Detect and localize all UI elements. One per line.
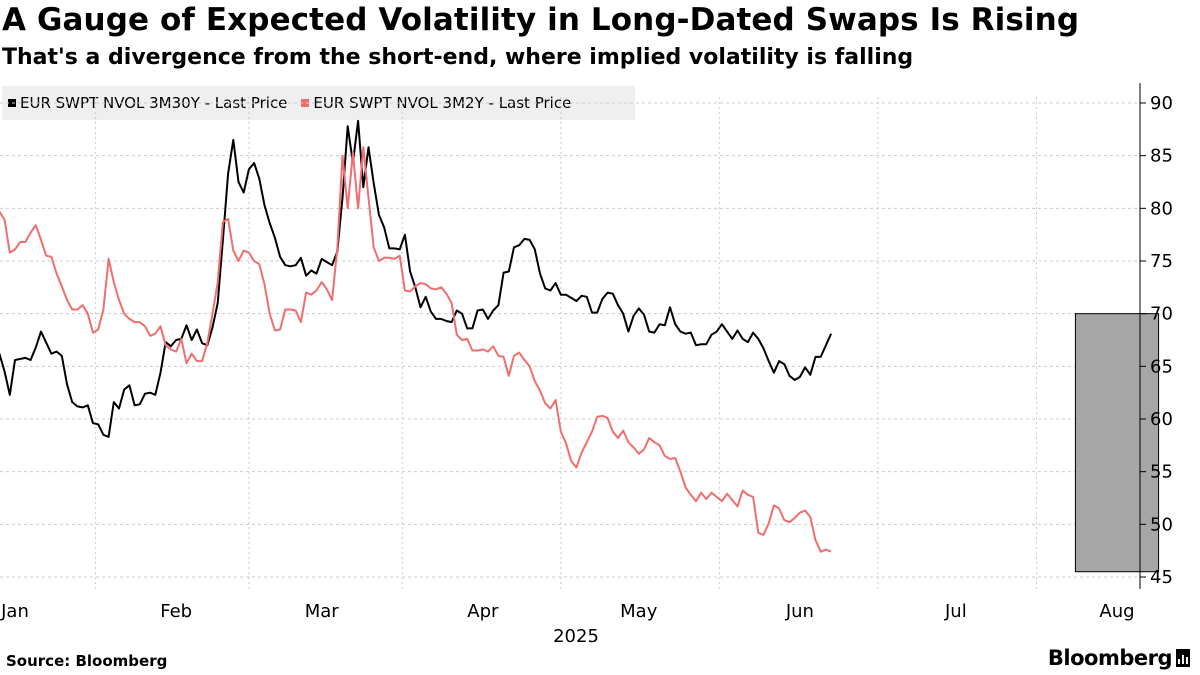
legend-item-short: EUR SWPT NVOL 3M2Y - Last Price [301, 94, 571, 112]
y-tick-label-90: 90 [1150, 93, 1173, 114]
line-chart: 45 50 55 60 65 70 75 80 85 90 Jan Feb Mar Apr May Jun Ju… [0, 83, 1173, 647]
y-tick-label-80: 80 [1150, 198, 1173, 219]
brand-name: Bloomberg [1047, 646, 1173, 670]
bloomberg-logo: Bloomberg [1048, 646, 1190, 670]
y-tick-label-50: 50 [1150, 514, 1173, 535]
legend-swatch-short [301, 99, 310, 107]
legend-label-long: EUR SWPT NVOL 3M30Y - Last Price [20, 94, 288, 112]
source-note: Source: Bloomberg [6, 652, 168, 670]
series-line-3m30y [0, 119, 833, 438]
highlight-box [1074, 313, 1160, 573]
chart-title: A Gauge of Expected Volatility in Long-D… [2, 2, 1080, 38]
legend-label-short: EUR SWPT NVOL 3M2Y - Last Price [313, 94, 572, 112]
y-tick-label-85: 85 [1150, 146, 1173, 167]
x-tick-label-aug: Aug [1099, 601, 1134, 622]
y-tick-label-60: 60 [1150, 409, 1173, 430]
x-axis-year-label: 2025 [553, 626, 599, 647]
x-tick-label-mar: Mar [305, 601, 340, 622]
series-line-3m2y [0, 146, 832, 553]
x-tick-label-may: May [620, 601, 658, 622]
y-tick-label-55: 55 [1150, 462, 1173, 483]
y-tick-label-45: 45 [1150, 567, 1173, 588]
y-tick-label-75: 75 [1150, 251, 1173, 272]
x-tick-label-jul: Jul [944, 601, 967, 622]
bloomberg-logo-icon [1176, 649, 1190, 667]
y-tick-label-65: 65 [1150, 356, 1173, 377]
y-tick-label-70: 70 [1150, 304, 1173, 325]
x-tick-label-jan: Jan [0, 601, 29, 622]
chart-subtitle: That's a divergence from the short-end, … [2, 45, 914, 70]
x-tick-label-feb: Feb [160, 601, 192, 622]
x-tick-label-apr: Apr [467, 601, 499, 622]
x-tick-label-jun: Jun [785, 601, 814, 622]
